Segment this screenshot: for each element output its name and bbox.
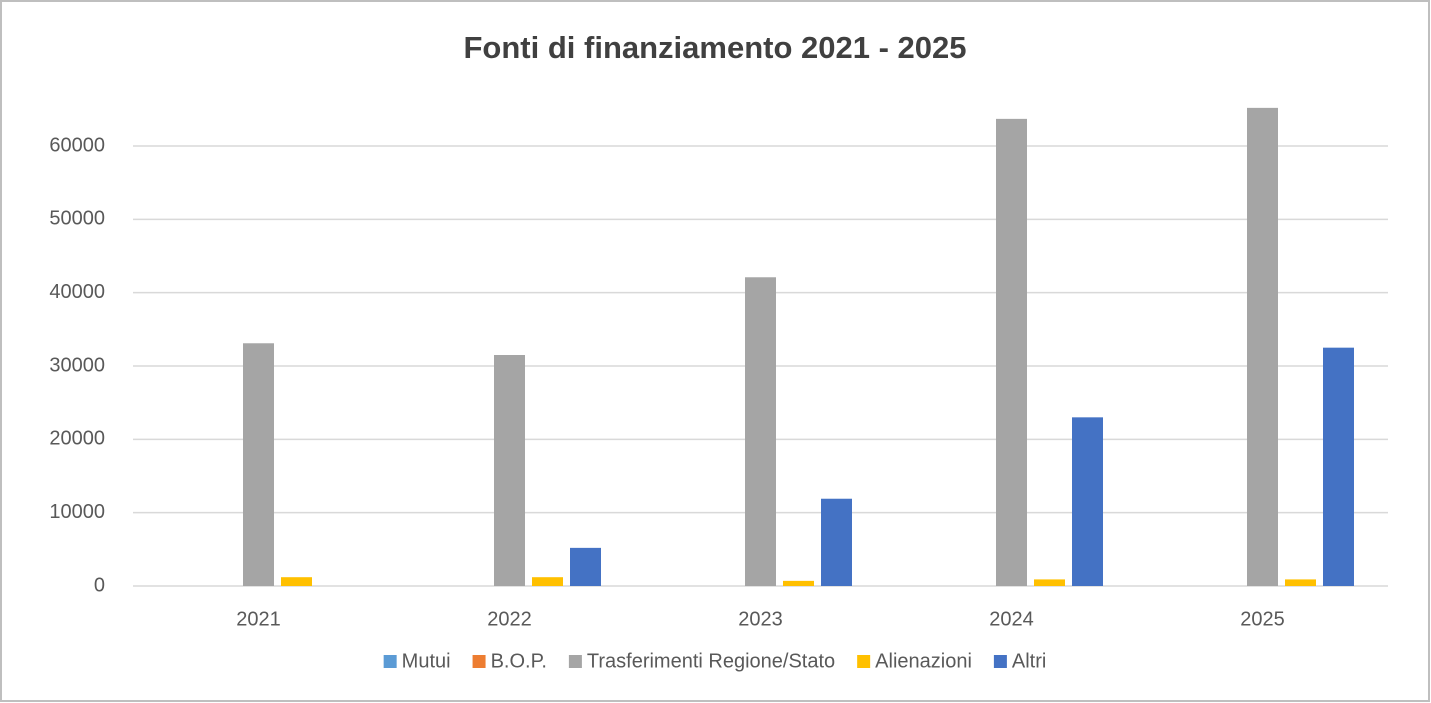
y-tick-label: 10000 [49,501,105,523]
bar [1072,417,1103,586]
legend-label: Trasferimenti Regione/Stato [587,650,835,672]
legend-swatch [472,655,486,668]
bar [532,577,563,586]
bar [243,343,274,586]
bar [494,355,525,586]
y-tick-label: 50000 [49,208,105,230]
bar [996,118,1027,586]
y-tick-label: 40000 [49,281,105,303]
legend-label: Altri [1012,650,1046,672]
bar [281,577,312,586]
bar [821,498,852,586]
legend-swatch [993,655,1007,668]
bar [1285,579,1316,586]
legend-swatch [857,655,871,668]
legend-swatch [383,655,397,668]
y-tick-label: 0 [94,574,105,596]
x-tick-label: 2022 [487,608,532,630]
legend-label: Mutui [402,650,451,672]
legend-label: B.O.P. [491,650,547,672]
y-tick-label: 30000 [49,354,105,376]
y-tick-label: 60000 [49,134,105,156]
bar [1034,579,1065,586]
y-tick-label: 20000 [49,428,105,450]
bar [1247,107,1278,586]
bar [570,547,601,586]
legend-label: Alienazioni [875,650,972,672]
legend-swatch [568,655,582,668]
x-tick-label: 2021 [236,608,281,630]
bar [745,277,776,586]
x-tick-label: 2025 [1240,608,1285,630]
x-tick-label: 2023 [738,608,783,630]
chart-title: Fonti di finanziamento 2021 - 2025 [463,30,966,65]
x-tick-label: 2024 [989,608,1034,630]
bar [1323,347,1354,586]
bar [783,580,814,586]
